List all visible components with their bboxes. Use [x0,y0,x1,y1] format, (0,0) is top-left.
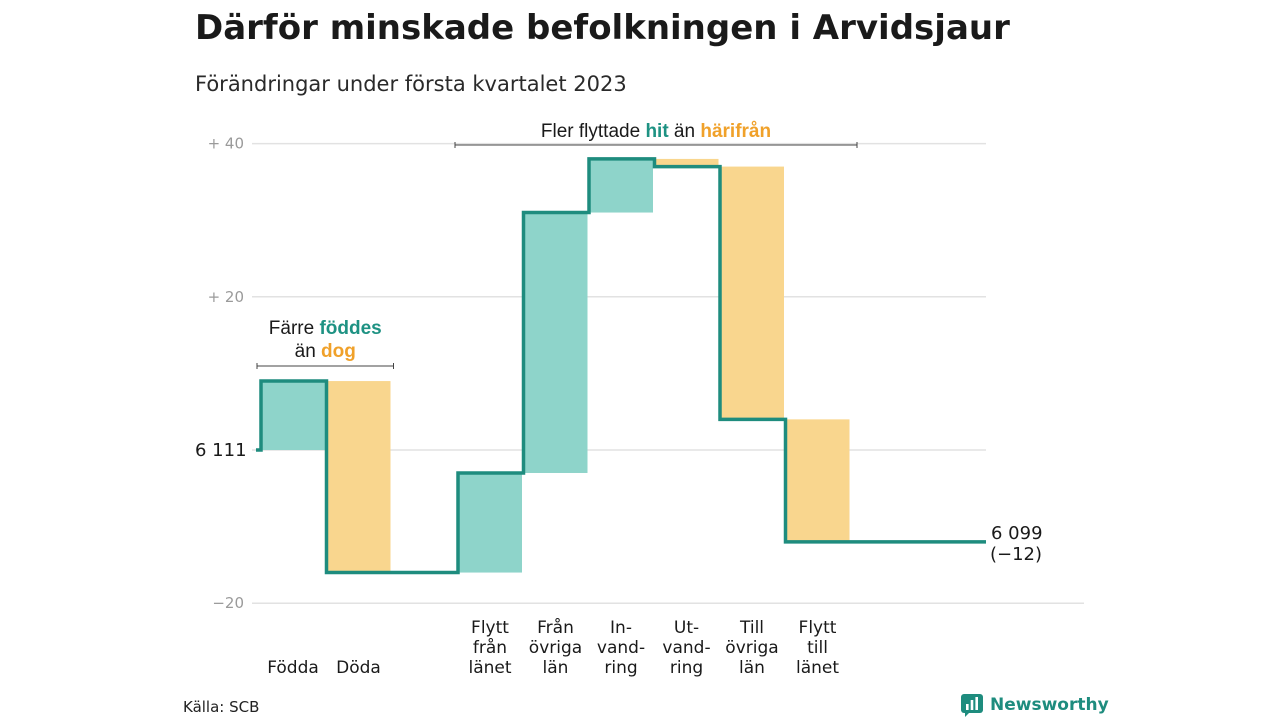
category-label: Flytt [799,618,837,638]
category-label: Från [537,617,574,638]
brand-name: Newsworthy [990,695,1109,715]
category-label: Ut- [674,618,699,638]
annotation-line2: än dog [295,341,356,362]
bar [785,419,850,542]
category-label: från [473,637,507,658]
category-label: Döda [336,658,381,678]
line-layer [256,157,986,575]
bar [654,158,719,167]
bar [523,212,588,473]
y-tick-label: + 40 [208,135,244,153]
category-label: övriga [725,638,778,658]
category-label: In- [610,618,632,638]
category-label: till [807,638,828,658]
bar [589,158,653,213]
category-label: vand- [597,638,645,658]
bar [326,381,391,573]
source-note: Källa: SCB [183,698,260,716]
bar-layer [261,158,850,573]
newsworthy-icon [961,694,983,717]
category-label: länet [796,658,839,678]
bar [720,166,784,420]
category-label: Till [739,618,764,638]
chart-subtitle: Förändringar under första kvartalet 2023 [195,72,627,96]
cumulative-line [256,157,986,575]
end-value-label: 6 099 [991,523,1043,544]
category-label: län [739,658,765,678]
bar [458,472,522,573]
end-change-label: (−12) [990,544,1042,565]
category-label: Flytt [471,618,509,638]
chart-title: Därför minskade befolkningen i Arvidsjau… [195,8,1010,48]
category-label: vand- [662,638,710,658]
category-label: övriga [529,638,582,658]
category-label: län [543,658,569,678]
y-tick-label: −20 [212,594,244,612]
category-label: Födda [267,658,319,678]
annotation-line1: Fler flyttade hit än härifrån [541,121,771,142]
label-layer: + 40 + 20 −20 6 111 6 099(−12) Födda Döda Flytt… [195,135,1043,678]
category-label: länet [468,658,511,678]
category-label: ring [670,658,703,678]
bar [261,381,325,450]
start-value-label: 6 111 [195,440,247,461]
annotation-line1: Färre föddes [269,318,382,339]
brand-logo: Newsworthy [960,693,1109,717]
y-tick-label: + 20 [208,288,244,306]
category-label: ring [604,658,637,678]
